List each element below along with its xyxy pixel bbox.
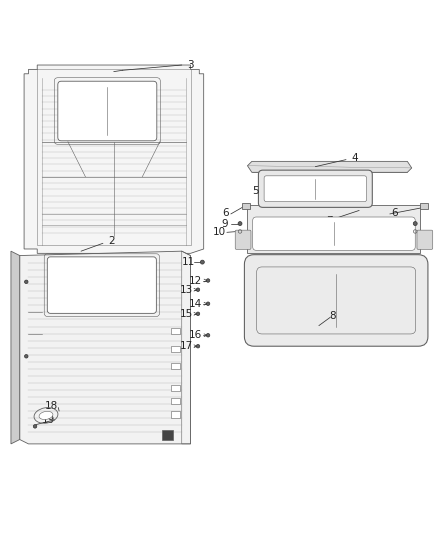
- Polygon shape: [20, 251, 191, 444]
- Text: 18: 18: [45, 401, 58, 411]
- Circle shape: [206, 302, 210, 305]
- Text: 14: 14: [189, 298, 202, 309]
- Text: 10: 10: [212, 228, 226, 237]
- FancyBboxPatch shape: [47, 257, 156, 313]
- Text: 11: 11: [182, 257, 195, 267]
- Text: 6: 6: [391, 208, 398, 217]
- Polygon shape: [247, 205, 420, 253]
- Text: 4: 4: [351, 153, 358, 163]
- Text: 19: 19: [42, 415, 55, 425]
- Bar: [171, 411, 180, 418]
- Bar: [171, 346, 180, 352]
- Bar: [171, 328, 180, 334]
- Circle shape: [238, 222, 242, 225]
- Text: 10: 10: [390, 228, 403, 237]
- Text: 6: 6: [222, 208, 229, 217]
- Text: 15: 15: [180, 309, 193, 319]
- FancyBboxPatch shape: [235, 230, 251, 249]
- Circle shape: [25, 354, 28, 358]
- Text: 3: 3: [187, 60, 194, 70]
- Text: 17: 17: [180, 341, 193, 351]
- Bar: [171, 398, 180, 405]
- FancyBboxPatch shape: [244, 255, 428, 346]
- Text: 2: 2: [108, 236, 115, 246]
- Bar: [242, 203, 250, 209]
- Circle shape: [196, 288, 200, 292]
- Text: 7: 7: [326, 216, 333, 227]
- Bar: [420, 203, 428, 209]
- FancyBboxPatch shape: [253, 217, 415, 251]
- Polygon shape: [247, 161, 412, 172]
- Circle shape: [413, 222, 417, 225]
- Text: 12: 12: [189, 276, 202, 286]
- FancyBboxPatch shape: [258, 170, 372, 207]
- Bar: [171, 364, 180, 369]
- Ellipse shape: [39, 411, 53, 419]
- Polygon shape: [11, 251, 20, 444]
- Text: 16: 16: [189, 330, 202, 340]
- Circle shape: [201, 260, 204, 264]
- Bar: [171, 385, 180, 391]
- Circle shape: [196, 312, 200, 316]
- Circle shape: [206, 279, 210, 282]
- FancyBboxPatch shape: [58, 81, 157, 141]
- Polygon shape: [24, 65, 204, 253]
- Circle shape: [196, 344, 200, 348]
- Text: 9: 9: [221, 219, 228, 229]
- Text: 8: 8: [329, 311, 336, 320]
- Circle shape: [33, 425, 37, 428]
- Text: 9: 9: [396, 219, 403, 229]
- FancyBboxPatch shape: [264, 176, 367, 201]
- Bar: [162, 430, 173, 440]
- Text: 13: 13: [180, 285, 193, 295]
- Text: 5: 5: [252, 186, 259, 196]
- Circle shape: [206, 334, 210, 337]
- Circle shape: [25, 280, 28, 284]
- FancyBboxPatch shape: [417, 230, 433, 249]
